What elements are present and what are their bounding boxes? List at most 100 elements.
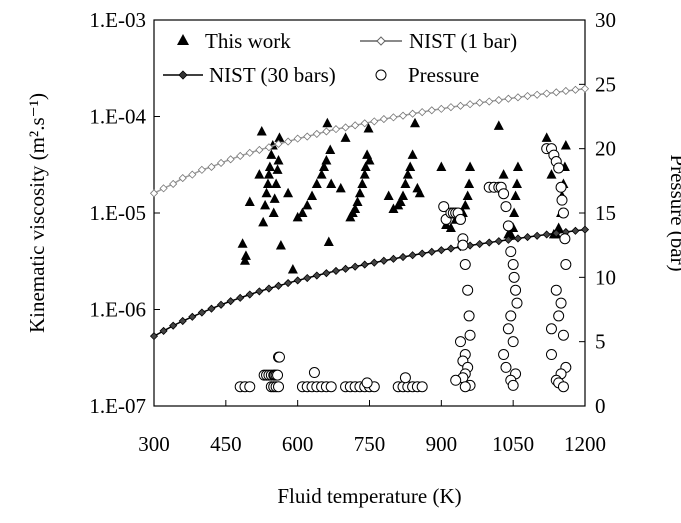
data-point — [169, 179, 178, 189]
data-point — [266, 149, 277, 159]
y-right-tick-label: 25 — [595, 72, 616, 96]
data-point — [264, 143, 273, 152]
data-point — [464, 178, 475, 188]
data-point — [364, 154, 375, 165]
data-point — [560, 258, 572, 270]
data-point — [427, 106, 436, 115]
data-point — [197, 308, 206, 317]
data-point — [360, 260, 369, 269]
data-point — [485, 238, 494, 247]
legend-label-nist-30-bars: NIST (30 bars) — [209, 63, 336, 87]
data-point — [561, 86, 570, 96]
data-point — [226, 297, 235, 306]
legend-marker-open-circle — [375, 69, 387, 81]
x-tick-label: 1200 — [564, 432, 606, 456]
data-point — [274, 139, 283, 148]
data-point — [494, 96, 503, 105]
data-point — [505, 246, 517, 258]
data-point — [322, 117, 333, 128]
data-point — [303, 132, 312, 141]
data-point — [399, 372, 411, 384]
legend-marker-filled-diamond — [178, 70, 188, 80]
data-point — [178, 174, 187, 183]
data-point — [283, 187, 294, 198]
data-point — [312, 129, 321, 138]
data-point — [254, 169, 265, 179]
data-point — [226, 155, 235, 164]
data-point — [437, 104, 446, 113]
data-point — [335, 182, 346, 193]
x-tick-label: 450 — [210, 432, 242, 456]
x-tick-label: 750 — [354, 432, 386, 456]
data-point — [498, 188, 510, 200]
data-point — [445, 222, 456, 232]
legend-item-nist-1-bar: NIST (1 bar) — [360, 29, 517, 53]
data-point — [273, 154, 284, 165]
data-point — [512, 161, 523, 171]
data-point — [272, 164, 283, 174]
data-point — [340, 132, 351, 142]
data-point — [273, 351, 285, 363]
data-point — [303, 273, 312, 283]
y-right-tick-label: 10 — [595, 265, 616, 289]
data-point — [510, 284, 522, 296]
data-point — [302, 199, 313, 210]
data-point — [360, 161, 371, 171]
data-point — [494, 237, 503, 246]
data-point — [436, 161, 447, 171]
data-point — [159, 184, 168, 193]
y-right-axis-title: Pressure (bar) — [666, 154, 681, 271]
data-point — [389, 113, 398, 122]
data-point — [331, 125, 341, 134]
data-point — [361, 377, 373, 389]
data-point — [245, 290, 254, 299]
y-right-tick-label: 0 — [595, 394, 606, 418]
data-point — [498, 349, 510, 361]
data-point — [463, 310, 475, 322]
data-point — [359, 169, 370, 179]
data-point — [264, 284, 273, 293]
data-point — [462, 284, 474, 296]
data-point — [188, 170, 197, 179]
data-point — [398, 252, 408, 262]
data-point — [559, 233, 571, 245]
data-point — [351, 121, 360, 130]
data-point — [557, 207, 569, 219]
data-point — [297, 207, 308, 217]
data-point — [533, 90, 542, 99]
data-point — [438, 201, 450, 213]
data-point — [511, 297, 523, 309]
legend: This work NIST (1 bar) NIST (30 bars) Pr… — [163, 29, 517, 87]
data-point — [580, 225, 590, 234]
data-point — [523, 91, 532, 101]
data-point — [169, 321, 178, 330]
data-point — [475, 239, 484, 249]
data-point — [523, 233, 532, 242]
data-point — [465, 161, 476, 171]
data-point — [555, 297, 567, 309]
data-point — [466, 100, 475, 109]
series-nist-30-bars — [149, 225, 590, 341]
data-point — [388, 203, 399, 214]
data-point — [197, 165, 206, 174]
data-point — [258, 216, 269, 227]
data-point — [216, 300, 226, 309]
data-point — [400, 178, 411, 188]
data-point — [323, 236, 334, 247]
data-point — [237, 238, 248, 248]
legend-item-pressure: Pressure — [375, 63, 479, 87]
data-point — [454, 336, 466, 348]
data-point — [319, 161, 330, 171]
data-point — [502, 323, 514, 335]
data-point — [360, 119, 369, 128]
y-left-axis-title: Kinematic viscosity (m².s⁻¹) — [25, 93, 49, 333]
data-point — [379, 115, 388, 124]
data-point — [263, 169, 274, 179]
series-layer — [149, 84, 590, 393]
legend-label-nist-1-bar: NIST (1 bar) — [409, 29, 517, 53]
data-point — [418, 249, 427, 258]
series-line — [153, 228, 586, 337]
data-point — [322, 127, 331, 136]
